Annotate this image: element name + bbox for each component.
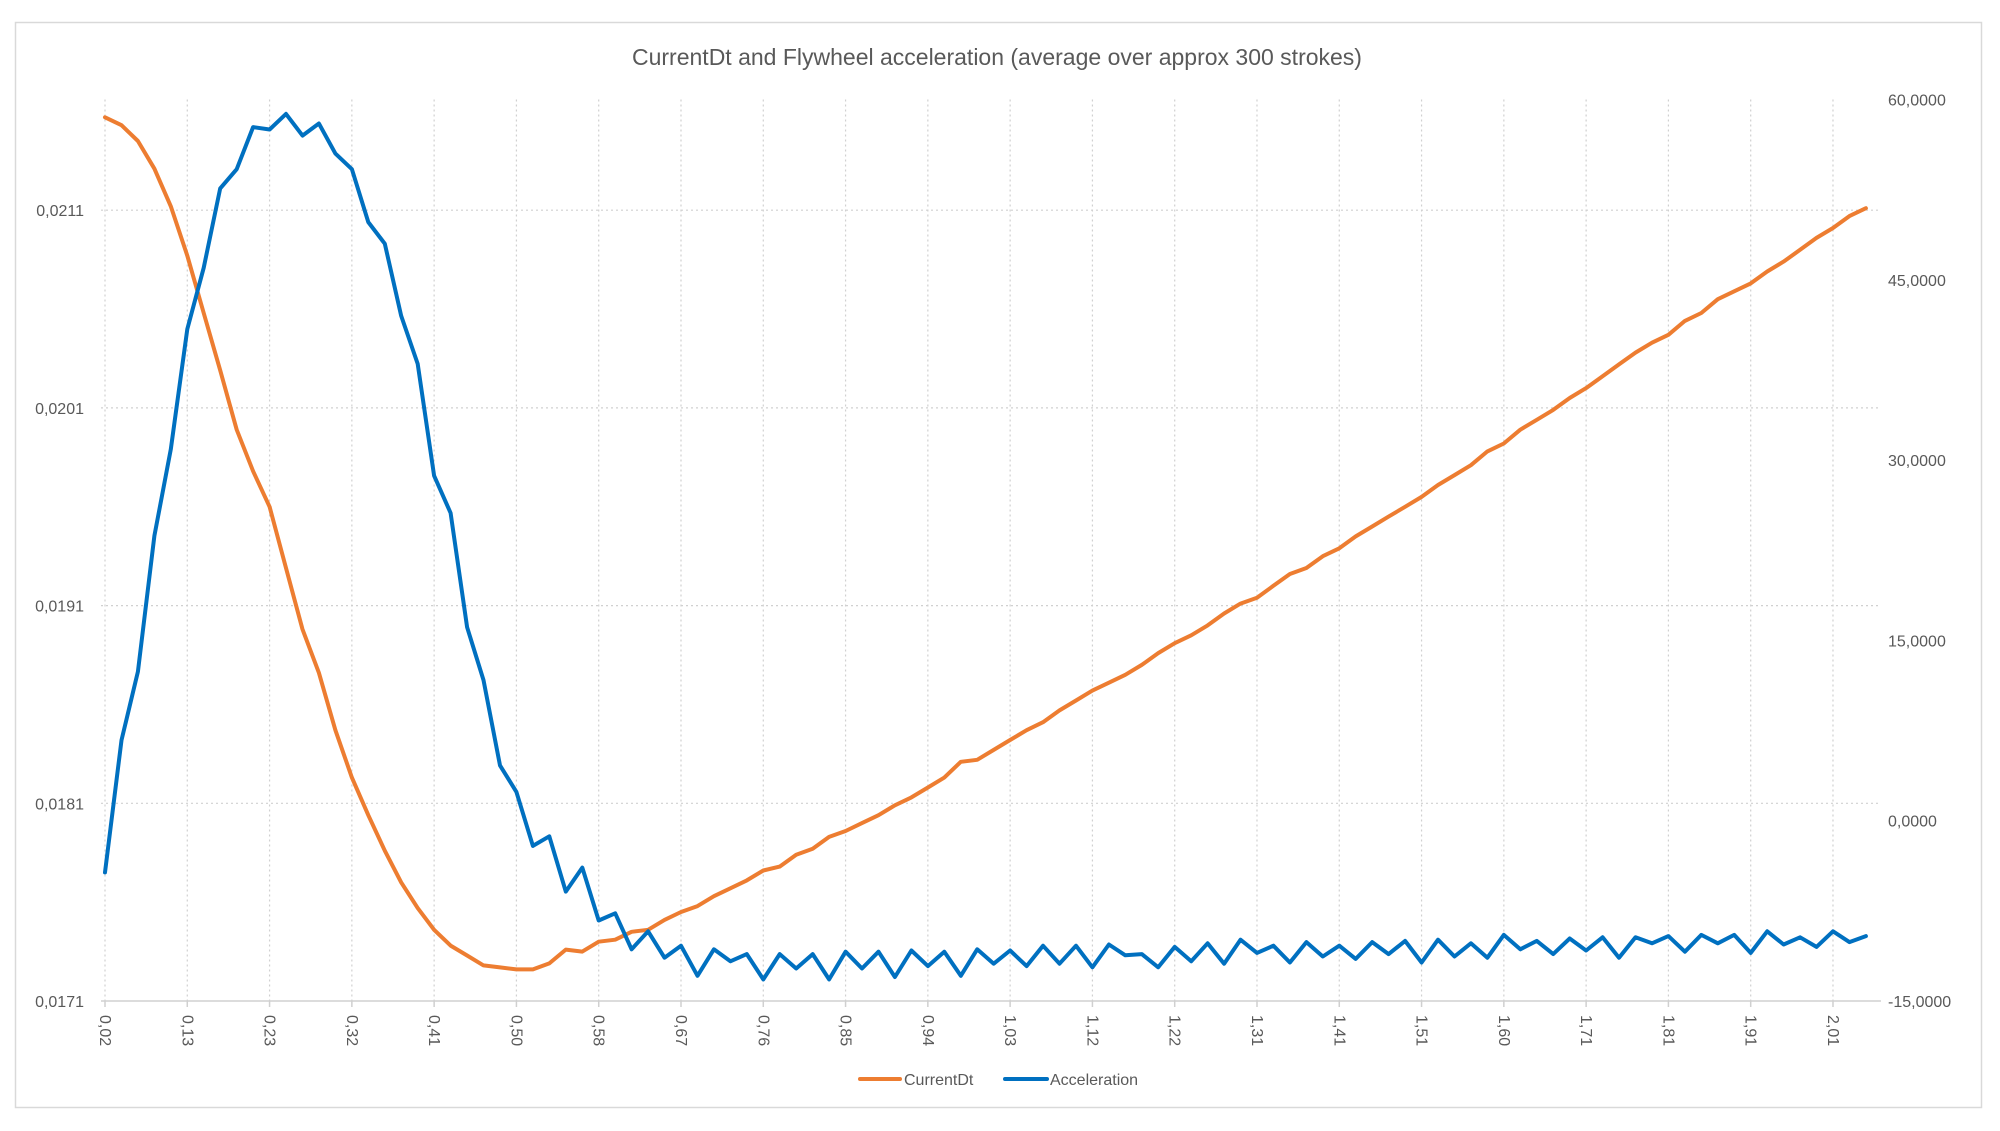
x-axis-tick-label: 0,58 xyxy=(590,1015,607,1046)
right-axis-tick-label: -15,0000 xyxy=(1888,994,1951,1011)
left-axis-tick-label: 0,0181 xyxy=(35,796,84,813)
legend: CurrentDt Acceleration xyxy=(858,1072,1138,1089)
legend-label-acceleration: Acceleration xyxy=(1050,1072,1138,1089)
x-axis-tick-label: 1,22 xyxy=(1166,1015,1183,1046)
x-axis-tick-label: 0,94 xyxy=(919,1015,936,1046)
x-axis-tick-label: 0,85 xyxy=(837,1015,854,1046)
gridlines xyxy=(101,99,1881,1001)
legend-label-currentdt: CurrentDt xyxy=(904,1072,974,1089)
left-axis-tick-label: 0,0171 xyxy=(35,994,84,1011)
x-axis-tick-label: 0,76 xyxy=(754,1015,771,1046)
right-axis-tick-label: 15,0000 xyxy=(1888,633,1946,650)
series-lines xyxy=(103,111,1868,982)
x-axis-tick-label: 1,03 xyxy=(1001,1015,1018,1046)
x-axis-tick-label: 1,91 xyxy=(1742,1015,1759,1046)
x-axis-tick-label: 0,67 xyxy=(672,1015,689,1046)
x-axis-tick-label: 0,23 xyxy=(261,1015,278,1046)
x-axis-tick-label: 1,41 xyxy=(1330,1015,1347,1046)
chart-frame xyxy=(14,21,1983,1109)
x-axis-tick-label: 1,60 xyxy=(1495,1015,1512,1046)
x-axis-tick-label: 2,01 xyxy=(1824,1015,1841,1046)
right-axis-tick-label: 60,0000 xyxy=(1888,93,1946,110)
axes: 0,0171 0,0181 0,0191 0,0201 0,0211 -15,0000 0,… xyxy=(35,93,1951,1047)
x-axis-tick-label: 1,71 xyxy=(1577,1015,1594,1046)
left-axis-tick-label: 0,0211 xyxy=(36,203,84,220)
left-axis-tick-label: 0,0201 xyxy=(35,401,84,418)
left-axis-tick-label: 0,0191 xyxy=(35,599,84,616)
right-axis-tick-label: 45,0000 xyxy=(1888,273,1946,290)
x-axis-tick-label: 0,41 xyxy=(425,1015,442,1046)
chart-title: CurrentDt and Flywheel acceleration (ave… xyxy=(632,44,1362,70)
right-axis-tick-label: 0,0000 xyxy=(1888,814,1937,831)
x-axis-tick-label: 0,02 xyxy=(96,1015,113,1046)
x-axis-tick-label: 1,12 xyxy=(1083,1015,1100,1046)
x-axis-tick-label: 0,32 xyxy=(343,1015,360,1046)
right-axis-tick-label: 30,0000 xyxy=(1888,453,1946,470)
x-axis-tick-label: 1,81 xyxy=(1659,1015,1676,1046)
x-axis-tick-label: 0,50 xyxy=(507,1015,524,1046)
series-line-acceleration xyxy=(103,111,1868,982)
x-axis-tick-label: 1,51 xyxy=(1413,1015,1430,1046)
x-axis-tick-label: 1,31 xyxy=(1248,1015,1265,1046)
x-axis-tick-label: 0,13 xyxy=(178,1015,195,1046)
series-line-currentdt xyxy=(103,115,1868,972)
